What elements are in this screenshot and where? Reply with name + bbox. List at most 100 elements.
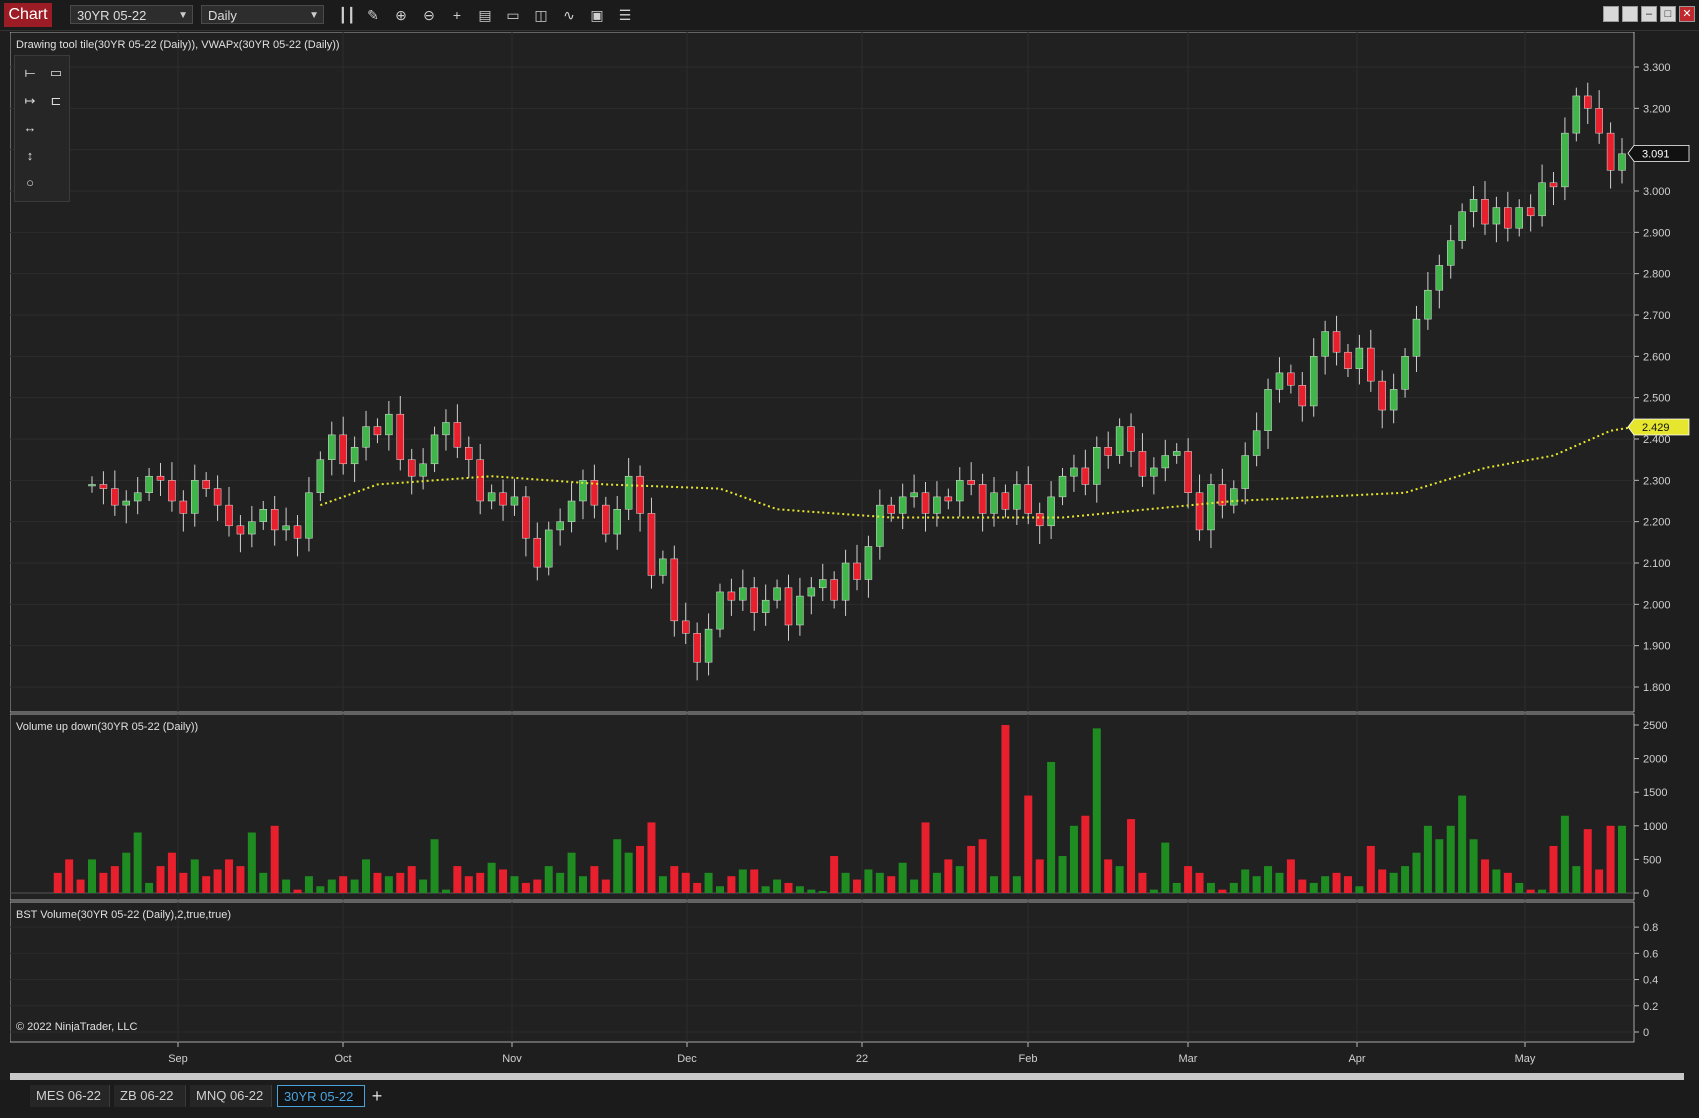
candle-down bbox=[453, 422, 462, 448]
time-axis-label: Oct bbox=[334, 1053, 351, 1065]
maximize-icon[interactable] bbox=[1622, 6, 1638, 22]
restore-icon[interactable] bbox=[1603, 6, 1619, 22]
arrow-line-tool-icon[interactable]: ⊏ bbox=[50, 93, 62, 108]
candle-up bbox=[956, 480, 964, 502]
volume-bar-down bbox=[670, 866, 679, 893]
bst-panel-label: BST Volume(30YR 05-22 (Daily),2,true,tru… bbox=[16, 909, 231, 921]
vertical-line-tool-icon[interactable]: ↕ bbox=[26, 148, 34, 163]
volume-bar-up bbox=[327, 879, 336, 893]
volume-bar-down bbox=[1480, 859, 1489, 893]
candle-down bbox=[1367, 347, 1375, 382]
last-price-marker bbox=[1627, 144, 1690, 162]
volume-bar-down bbox=[1526, 889, 1535, 893]
zoom-in-icon[interactable]: ⊕ bbox=[395, 7, 407, 23]
data-box-icon[interactable]: ▤ bbox=[478, 7, 492, 23]
ray-tool-icon[interactable]: ↦ bbox=[24, 93, 36, 108]
tab-zb[interactable]: ZB 06-22 bbox=[114, 1085, 186, 1107]
candle-up bbox=[1207, 484, 1215, 531]
price-tick-label: 1.900 bbox=[1643, 641, 1671, 653]
volume-bar-up bbox=[259, 872, 268, 893]
volume-bar-up bbox=[898, 862, 907, 893]
candle-up bbox=[385, 413, 393, 436]
volume-bar-up bbox=[247, 832, 256, 893]
candle-down bbox=[1081, 467, 1090, 485]
price-tick-label: 2.100 bbox=[1643, 558, 1671, 570]
price-tick-label: 3.300 bbox=[1643, 62, 1671, 74]
tab-30yr[interactable]: 30YR 05-22 bbox=[277, 1085, 365, 1107]
volume-bar-up bbox=[807, 889, 816, 893]
candle-up bbox=[1047, 496, 1055, 527]
bst-panel bbox=[10, 901, 1635, 1043]
templates-icon[interactable]: ▣ bbox=[590, 7, 604, 23]
pencil-icon[interactable]: ✎ bbox=[367, 7, 379, 23]
volume-bar-up bbox=[1058, 856, 1067, 893]
volume-bar-up bbox=[1172, 882, 1181, 893]
properties-icon[interactable]: ▭ bbox=[506, 7, 520, 23]
volume-bar-up bbox=[487, 862, 496, 893]
candle-down bbox=[1184, 451, 1192, 493]
volume-bar-down bbox=[1138, 872, 1147, 893]
volume-bar-down bbox=[887, 876, 896, 893]
volume-bar-up bbox=[704, 872, 713, 893]
minimize-button[interactable]: – bbox=[1641, 6, 1657, 22]
interval-selector[interactable]: Daily ▼ bbox=[201, 5, 324, 24]
strategies-icon[interactable]: ◫ bbox=[534, 7, 548, 23]
ellipse-tool-icon[interactable]: ○ bbox=[26, 175, 34, 190]
volume-bar-down bbox=[1549, 845, 1558, 893]
volume-bar-down bbox=[853, 879, 861, 893]
candle-down bbox=[1218, 484, 1227, 506]
candle-down bbox=[1298, 385, 1307, 407]
candle-up bbox=[1618, 153, 1626, 171]
horizontal-scrollbar[interactable] bbox=[10, 1073, 1684, 1083]
indicators-icon[interactable]: ∿ bbox=[563, 7, 575, 23]
tab-mes[interactable]: MES 06-22 bbox=[30, 1085, 110, 1107]
volume-bar-down bbox=[1001, 725, 1010, 893]
volume-bar-up bbox=[955, 866, 964, 893]
candle-up bbox=[1515, 207, 1523, 229]
volume-bar-down bbox=[1606, 825, 1615, 893]
chart-canvas[interactable]: 3.3003.2003.1003.0002.9002.8002.7002.600… bbox=[10, 32, 1690, 1072]
candle-up bbox=[419, 463, 427, 477]
volume-bar-down bbox=[396, 872, 405, 893]
tab-mnq[interactable]: MNQ 06-22 bbox=[190, 1085, 272, 1107]
bst-tick-label: 0.2 bbox=[1643, 1001, 1658, 1013]
instrument-selector[interactable]: 30YR 05-22 ▼ bbox=[70, 5, 193, 24]
candle-up bbox=[1115, 426, 1124, 456]
candle-up bbox=[773, 587, 781, 601]
volume-bar-up bbox=[133, 832, 142, 893]
candle-down bbox=[967, 480, 975, 485]
last-price-marker-label: 3.091 bbox=[1642, 148, 1670, 160]
close-button[interactable]: ✕ bbox=[1679, 6, 1695, 22]
candle-up bbox=[122, 500, 131, 506]
list-icon[interactable]: ☰ bbox=[618, 7, 632, 23]
vwap-price-marker bbox=[1627, 418, 1690, 436]
candle-up bbox=[1264, 389, 1272, 431]
volume-bar-down bbox=[110, 866, 119, 893]
extended-line-tool-icon[interactable]: ↔ bbox=[23, 120, 37, 135]
candle-down bbox=[727, 591, 736, 601]
candle-up bbox=[1401, 356, 1409, 390]
add-tab-button[interactable]: + bbox=[371, 1086, 383, 1106]
crosshair-icon[interactable]: + bbox=[452, 7, 462, 23]
zoom-out-icon[interactable]: ⊖ bbox=[423, 7, 435, 23]
line-tool-icon[interactable]: ⟝ bbox=[24, 65, 36, 80]
volume-bar-down bbox=[1595, 869, 1604, 893]
rectangle-tool-icon[interactable]: ▭ bbox=[49, 65, 63, 80]
volume-bar-up bbox=[1515, 882, 1524, 893]
volume-bar-down bbox=[407, 866, 416, 893]
bar-type-icon[interactable]: ┃┃ bbox=[338, 7, 356, 23]
volume-bar-up bbox=[658, 876, 667, 893]
volume-bar-up bbox=[556, 872, 565, 893]
volume-bar-down bbox=[202, 876, 211, 893]
drawing-tool-tile: ⟝ ▭ ↦ ⊏ ↔ ↕ ○ bbox=[14, 55, 70, 202]
candle-up bbox=[567, 500, 576, 522]
volume-bar-down bbox=[464, 876, 473, 893]
price-tick-label: 2.600 bbox=[1643, 351, 1671, 363]
volume-bar-up bbox=[773, 879, 782, 893]
volume-bar-down bbox=[476, 872, 485, 893]
volume-bar-up bbox=[1492, 869, 1501, 893]
volume-tick-label: 2000 bbox=[1643, 754, 1667, 766]
volume-bar-down bbox=[1332, 872, 1341, 893]
candle-up bbox=[1252, 430, 1261, 456]
maximize-window-button[interactable]: □ bbox=[1660, 6, 1676, 22]
